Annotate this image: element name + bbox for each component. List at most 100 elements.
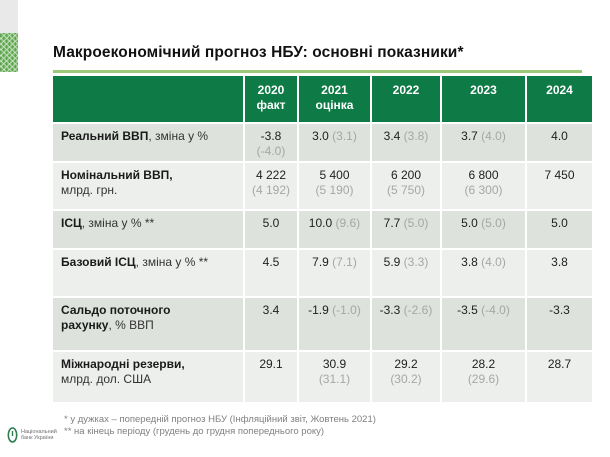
- value-main: 3.0: [312, 129, 329, 143]
- column-header-2024: 2024: [527, 76, 592, 122]
- value-previous-forecast: (3.8): [403, 129, 429, 143]
- value-cell: -3.5 (-4.0): [442, 298, 525, 350]
- value-main: 29.2: [394, 357, 418, 371]
- value-main: 7.7: [383, 216, 401, 230]
- value-previous-forecast: (-4.0): [481, 303, 510, 317]
- value-cell: 5.0: [527, 211, 592, 248]
- decor-pattern-block: [0, 33, 18, 72]
- value-previous-forecast: (3.1): [332, 129, 357, 143]
- value-cell: 3.8: [527, 250, 592, 296]
- value-previous-forecast: (4.0): [481, 255, 506, 269]
- value-cell: 7 450: [527, 163, 592, 209]
- value-cell: 30.9 (31.1): [299, 352, 370, 402]
- footnotes: * у дужках – попередній прогноз НБУ (Інф…: [64, 414, 376, 438]
- value-cell: -3.8 (-4.0): [245, 124, 297, 161]
- value-previous-forecast: (4.0): [481, 129, 506, 143]
- value-main: 3.4: [383, 129, 401, 143]
- value-cell: 3.8 (4.0): [442, 250, 525, 296]
- value-cell: 29.1: [245, 352, 297, 402]
- title-underline: [53, 70, 582, 73]
- value-main: 28.7: [547, 357, 572, 371]
- value-previous-forecast: (3.3): [403, 255, 429, 269]
- value-previous-forecast: (6 300): [464, 183, 503, 197]
- value-cell: 6 200 (5 750): [372, 163, 440, 209]
- value-main: 4.5: [262, 255, 280, 269]
- value-previous-forecast: (31.1): [318, 372, 351, 386]
- value-previous-forecast: (5.0): [481, 216, 506, 230]
- value-cell: 5.0 (5.0): [442, 211, 525, 248]
- value-cell: 4 222 (4 192): [245, 163, 297, 209]
- value-main: 4 222: [255, 168, 287, 182]
- value-cell: 4.5: [245, 250, 297, 296]
- value-cell: 7.9 (7.1): [299, 250, 370, 296]
- value-main: 5.9: [383, 255, 401, 269]
- value-main: -3.8: [260, 129, 282, 143]
- value-main: -3.5: [457, 303, 478, 317]
- value-cell: 5 400 (5 190): [299, 163, 370, 209]
- value-main: 3.7: [461, 129, 478, 143]
- value-cell: 28.7: [527, 352, 592, 402]
- value-previous-forecast: (9.6): [335, 216, 361, 230]
- row-label: Сальдо поточного рахунку, % ВВП: [53, 298, 243, 350]
- value-cell: 29.2 (30.2): [372, 352, 440, 402]
- value-cell: 28.2 (29.6): [442, 352, 525, 402]
- value-main: 5 400: [319, 168, 350, 182]
- value-main: -3.3: [549, 303, 570, 317]
- forecast-table: 2020 факт 2021 оцінка 2022 2023 2024 Реальний В…: [53, 76, 592, 402]
- value-previous-forecast: (29.6): [467, 372, 500, 386]
- row-label: Номінальний ВВП, млрд. грн.: [53, 163, 243, 209]
- nbu-logo-icon: [7, 427, 18, 443]
- slide-title: Макроекономічний прогноз НБУ: основні по…: [53, 44, 464, 61]
- value-cell: 6 800 (6 300): [442, 163, 525, 209]
- footnote-1: * у дужках – попередній прогноз НБУ (Інф…: [64, 414, 376, 425]
- value-cell: 3.4: [245, 298, 297, 350]
- value-main: 7.9: [312, 255, 329, 269]
- column-header-2023: 2023: [442, 76, 525, 122]
- value-previous-forecast: (4 192): [251, 183, 291, 197]
- value-cell: 7.7 (5.0): [372, 211, 440, 248]
- value-main: 10.0: [308, 216, 333, 230]
- value-main: 4.0: [551, 129, 568, 143]
- value-previous-forecast: (30.2): [390, 372, 422, 386]
- value-cell: 3.0 (3.1): [299, 124, 370, 161]
- value-cell: 4.0: [527, 124, 592, 161]
- value-main: 5.0: [551, 216, 568, 230]
- value-cell: 3.4 (3.8): [372, 124, 440, 161]
- value-cell: -1.9 (-1.0): [299, 298, 370, 350]
- column-header-2022: 2022: [372, 76, 440, 122]
- footnote-2: ** на кінець періоду (грудень до грудня …: [64, 426, 325, 437]
- value-previous-forecast: (5.0): [403, 216, 429, 230]
- value-cell: 10.0 (9.6): [299, 211, 370, 248]
- value-main: -3.3: [379, 303, 401, 317]
- value-main: 6 800: [468, 168, 499, 182]
- nbu-logo-text: Національний банк України: [21, 429, 57, 442]
- column-header-2021: 2021 оцінка: [299, 76, 370, 122]
- value-main: 3.8: [461, 255, 478, 269]
- value-cell: 5.9 (3.3): [372, 250, 440, 296]
- column-header-2020: 2020 факт: [245, 76, 297, 122]
- value-main: 28.2: [471, 357, 496, 371]
- value-previous-forecast: (7.1): [332, 255, 357, 269]
- value-main: 6 200: [390, 168, 422, 182]
- value-main: 7 450: [544, 168, 575, 182]
- value-main: 5.0: [461, 216, 478, 230]
- value-cell: 3.7 (4.0): [442, 124, 525, 161]
- value-main: 3.4: [262, 303, 280, 317]
- value-previous-forecast: (5 750): [386, 183, 426, 197]
- corner-header-cell: [53, 76, 243, 122]
- decor-gray-block: [0, 0, 18, 33]
- value-previous-forecast: (-4.0): [256, 144, 286, 158]
- row-label: Реальний ВВП, зміна у %: [53, 124, 243, 161]
- value-main: 30.9: [322, 357, 347, 371]
- value-main: 5.0: [262, 216, 280, 230]
- value-cell: -3.3 (-2.6): [372, 298, 440, 350]
- value-main: 29.1: [259, 357, 283, 371]
- value-previous-forecast: (-1.0): [332, 303, 361, 317]
- row-label: Базовий ІСЦ, зміна у % **: [53, 250, 243, 296]
- value-main: 3.8: [551, 255, 568, 269]
- nbu-logo-line2: банк України: [21, 435, 54, 441]
- value-previous-forecast: (-2.6): [403, 303, 433, 317]
- row-label: Міжнародні резерви, млрд. дол. США: [53, 352, 243, 402]
- value-previous-forecast: (5 190): [315, 183, 354, 197]
